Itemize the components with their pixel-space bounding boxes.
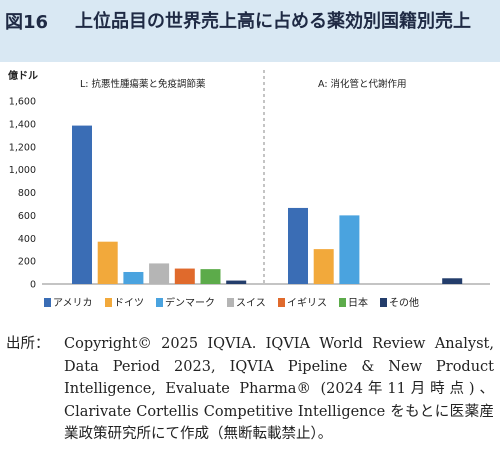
legend-label: スイス (236, 298, 266, 309)
y-tick-labels: 0 200 400 600 800 1,000 1,200 1,400 1,600 (9, 97, 36, 291)
bar-その他 (442, 278, 463, 284)
legend-label: ドイツ (114, 298, 144, 309)
bar-デンマーク (123, 271, 144, 284)
legend-label: イギリス (287, 297, 327, 309)
bar-デンマーク (339, 215, 360, 284)
figure-header: 図16 上位品目の世界売上高に占める薬効別国籍別売上 (0, 0, 500, 62)
y-tick-label: 800 (18, 188, 36, 199)
legend-label: アメリカ (53, 297, 93, 309)
y-tick-label: 200 (18, 257, 36, 268)
figure-title: 上位品目の世界売上高に占める薬効別国籍別売上 (75, 11, 471, 32)
bars (72, 125, 463, 284)
y-tick-label: 1,400 (9, 119, 36, 130)
bar-イギリス (174, 268, 195, 284)
legend-swatch (44, 298, 51, 307)
panel-label-left: L: 抗悪性腫瘍薬と免疫調節薬 (80, 78, 206, 90)
source-text: Copyright© 2025 IQVIA. IQVIA World Revie… (64, 336, 494, 442)
legend-label: デンマーク (165, 296, 215, 309)
source-label: 出所： (6, 336, 50, 352)
legend-swatch (156, 298, 163, 307)
bar-ドイツ (97, 241, 118, 284)
legend: アメリカ ドイツ デンマーク スイス イギリス 日本 その他 (44, 296, 419, 309)
figure-label: 図16 (5, 12, 49, 33)
legend-label: その他 (389, 296, 419, 309)
bar-アメリカ (72, 125, 92, 284)
legend-swatch (227, 298, 234, 307)
y-tick-label: 400 (18, 234, 36, 245)
y-tick-label: 1,000 (9, 165, 36, 176)
legend-label: 日本 (348, 296, 368, 309)
y-tick-label: 1,600 (9, 97, 36, 108)
bar-chart: 億ドル 0 200 400 600 800 1,000 1,200 1,400 1,600 L:… (8, 69, 490, 309)
bar-ドイツ (313, 249, 334, 284)
y-axis-label: 億ドル (8, 69, 38, 82)
panel-label-right: A: 消化管と代謝作用 (318, 78, 407, 90)
legend-swatch (278, 298, 285, 307)
y-tick-label: 1,200 (9, 142, 36, 153)
bar-アメリカ (288, 207, 308, 284)
y-tick-label: 600 (18, 211, 36, 222)
bar-その他 (226, 280, 247, 284)
bar-日本 (200, 269, 221, 284)
legend-swatch (380, 298, 387, 307)
legend-swatch (105, 298, 112, 307)
legend-swatch (339, 298, 346, 307)
bar-スイス (149, 263, 170, 284)
y-tick-label: 0 (30, 280, 36, 291)
